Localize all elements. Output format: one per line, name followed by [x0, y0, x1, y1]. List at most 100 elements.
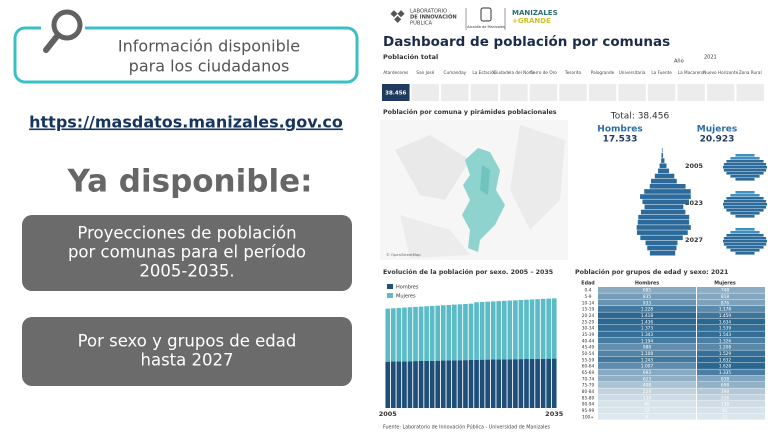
bar-segment	[429, 360, 435, 408]
comuna-label[interactable]: La Fuente	[651, 70, 672, 75]
comuna-button[interactable]	[411, 84, 440, 101]
table-cell: 398	[721, 389, 729, 395]
bar-segment	[385, 361, 391, 408]
table-cell: 138	[721, 402, 729, 408]
pyramid-bar-women	[662, 235, 683, 241]
lab-logo-text: DE INNOVACIÓN	[410, 14, 457, 21]
source-text: Fuente: Laboratorio de Innovación Públic…	[383, 424, 550, 431]
bar-segment	[485, 301, 490, 360]
comuna-button[interactable]	[618, 84, 646, 101]
bar-segment	[551, 298, 557, 359]
card	[22, 317, 352, 386]
pyramid-bar-men	[647, 245, 662, 251]
comuna-button[interactable]	[382, 84, 410, 101]
card-text: por comunas para el período	[68, 243, 306, 262]
comuna-label[interactable]: Universitaria	[619, 70, 646, 75]
pyramid-bar-women	[662, 225, 691, 230]
url-link[interactable]: https://masdatos.manizales.gov.co	[29, 113, 343, 132]
bar-segment	[540, 358, 546, 408]
table-cell: 1.436	[641, 319, 654, 325]
pyramid-bar-men	[640, 194, 662, 199]
mini-pyramid-bar	[735, 191, 755, 194]
pyramid-bar-women	[662, 168, 670, 174]
year-label: Año	[674, 59, 684, 65]
bar-segment	[402, 307, 407, 362]
pyramid-bar-men	[640, 235, 662, 241]
bar-segment	[440, 305, 446, 361]
table-cell: 838	[721, 376, 729, 382]
mini-pyramid-bar	[730, 194, 760, 197]
table-cell: 1.539	[719, 326, 732, 332]
comuna-button[interactable]	[529, 84, 558, 101]
pyramid-year: 2027	[685, 236, 703, 244]
comuna-button[interactable]	[736, 84, 764, 101]
table-cell: 835	[643, 294, 651, 300]
comuna-button[interactable]	[441, 84, 469, 101]
comuna-label[interactable]: Palogrande	[591, 70, 615, 75]
comuna-label[interactable]: Atardeceres	[383, 70, 408, 75]
alcaldia-logo-text: Alcaldía de Manizales	[467, 25, 505, 29]
total-label: Población total	[383, 53, 438, 61]
comuna-button[interactable]	[470, 84, 499, 101]
pyramid-bar-men	[654, 173, 662, 179]
mini-pyramid-bar	[735, 252, 755, 255]
table-cell: 1.628	[719, 364, 732, 370]
comuna-label[interactable]: La Macarena	[678, 70, 705, 75]
pyramid-bar-women	[662, 250, 676, 256]
comuna-label[interactable]: San José	[416, 70, 434, 75]
comuna-label[interactable]: Ciudadela del Norte	[493, 70, 535, 75]
table-cell: 60-64	[582, 364, 595, 370]
table-cell-bg	[697, 318, 765, 325]
bar-segment	[424, 306, 429, 361]
bar-segment	[529, 299, 535, 359]
bar-segment	[390, 361, 396, 408]
comuna-button[interactable]	[677, 84, 705, 101]
comuna-button[interactable]	[588, 84, 617, 101]
table-cell: 1.326	[719, 338, 732, 344]
comuna-label[interactable]: Zona Rural	[739, 70, 762, 75]
table-cell: 1.243	[641, 357, 654, 363]
mini-pyramid-bar	[723, 200, 767, 203]
bar-segment	[413, 361, 418, 408]
pyramid-year: 2023	[685, 199, 703, 207]
comuna-label[interactable]: Cerro de Oro	[530, 70, 557, 75]
table-cell-bg	[697, 413, 765, 420]
table-cell: 1.343	[641, 332, 654, 338]
table-cell-bg	[697, 331, 765, 338]
women-label: Mujeres	[697, 125, 737, 135]
table-cell-bg	[697, 293, 765, 300]
map	[380, 120, 568, 260]
bar-segment	[501, 300, 507, 360]
pyramid-bar-men	[644, 189, 662, 194]
comuna-label[interactable]: Tesorito	[564, 70, 582, 75]
pyramid-bar-women	[662, 220, 690, 225]
magnifier-icon	[51, 9, 83, 41]
legend-swatch	[387, 293, 393, 298]
comuna-label[interactable]: La Estación	[472, 70, 496, 75]
mini-pyramid-bar	[730, 212, 760, 215]
table-cell: 1.543	[719, 332, 732, 338]
bar-segment	[457, 360, 463, 408]
table-cell-bg	[598, 407, 696, 414]
mini-pyramid-bar	[726, 160, 764, 163]
table-cell-bg	[598, 394, 696, 401]
pyramid-bar-men	[649, 184, 662, 189]
comuna-button[interactable]	[647, 84, 676, 101]
pyramid-year: 2005	[685, 162, 704, 170]
table-cell: 1.228	[641, 307, 654, 313]
card-text: hasta 2027	[141, 351, 234, 370]
bar-segment	[490, 359, 496, 408]
table-cell: 693	[643, 370, 651, 376]
comuna-label[interactable]: Cumanday	[444, 70, 467, 75]
card-text: Proyecciones de población	[77, 224, 296, 243]
table-cell: 50-54	[582, 351, 595, 357]
comuna-button[interactable]	[559, 84, 587, 101]
comuna-label[interactable]: Nuevo Horizonte	[703, 70, 738, 75]
pyramid-bar-women	[662, 184, 686, 189]
bar-segment	[463, 303, 468, 361]
bar-segment	[418, 361, 424, 408]
comuna-button[interactable]	[500, 84, 528, 101]
bar-segment	[551, 358, 557, 408]
comuna-button[interactable]	[706, 84, 735, 101]
mini-pyramid-bar	[730, 175, 760, 178]
